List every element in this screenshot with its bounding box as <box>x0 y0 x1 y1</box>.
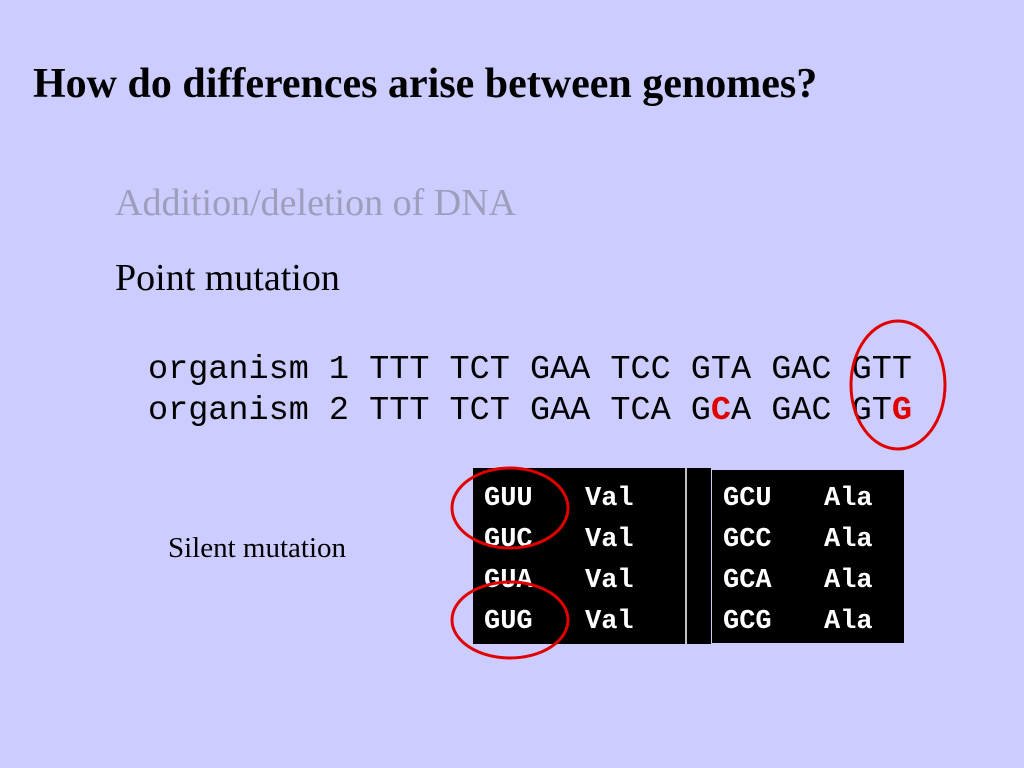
table-cell: Val <box>585 607 634 637</box>
table-cell: Ala <box>824 484 873 514</box>
mutated-base: C <box>711 392 731 430</box>
bullet-faded: Addition/deletion of DNA <box>115 182 517 224</box>
mutated-base: G <box>892 392 912 430</box>
table-cell: Val <box>585 484 634 514</box>
table-cell: Val <box>585 566 634 596</box>
table-cell: Val <box>585 525 634 555</box>
sequence-line: organism 1 TTT TCT GAA TCC GTA GAC GTT <box>148 351 912 389</box>
bullet: Point mutation <box>115 257 340 299</box>
highlight-circle <box>450 466 570 550</box>
codon-table-box <box>473 468 711 644</box>
sequence-text: organism 1 TTT TCT GAA TCC GTA GAC GTT <box>148 351 912 389</box>
sequence-line: organism 2 TTT TCT GAA TCA GCA GAC GTG <box>148 392 912 430</box>
highlight-circle <box>849 319 947 451</box>
table-cell: GCG <box>723 607 772 637</box>
highlight-circle <box>450 580 570 660</box>
table-cell: GCC <box>723 525 772 555</box>
table-cell: GCA <box>723 566 772 596</box>
table-cell: GCU <box>723 484 772 514</box>
codon-table-box <box>712 470 904 643</box>
table-cell: Ala <box>824 566 873 596</box>
table-cell: GUC <box>484 525 533 555</box>
sequence-text: organism 2 TTT TCT GAA TCA G <box>148 392 711 430</box>
table-cell: Ala <box>824 525 873 555</box>
slide-title: How do differences arise between genomes… <box>33 61 817 107</box>
table-cell: GUG <box>484 607 533 637</box>
sequence-text: A GAC GT <box>731 392 892 430</box>
annotation: Silent mutation <box>168 532 347 564</box>
table-cell: Ala <box>824 607 873 637</box>
table-cell: GUU <box>484 484 533 514</box>
